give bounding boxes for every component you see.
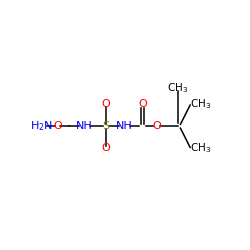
Text: NH: NH <box>76 121 93 131</box>
Text: H$_2$N: H$_2$N <box>30 119 54 133</box>
Text: O: O <box>102 99 110 109</box>
Text: CH$_3$: CH$_3$ <box>167 81 188 95</box>
Text: CH$_3$: CH$_3$ <box>190 97 211 111</box>
Text: O: O <box>53 121 62 131</box>
Text: O: O <box>102 144 110 154</box>
Text: NH: NH <box>116 121 132 131</box>
Text: O: O <box>138 99 147 109</box>
Text: O: O <box>153 121 162 131</box>
Text: S: S <box>102 121 110 131</box>
Text: CH$_3$: CH$_3$ <box>190 142 211 155</box>
